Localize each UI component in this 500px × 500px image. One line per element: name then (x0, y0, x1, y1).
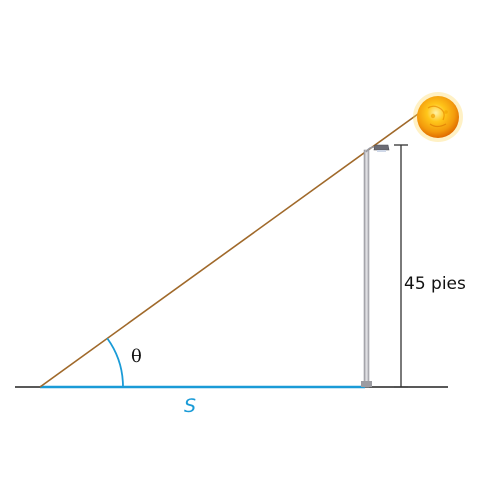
street-lamp-icon (361, 144, 390, 388)
shadow-label: S (184, 395, 196, 417)
sun-icon (413, 92, 463, 142)
angle-label: θ (131, 346, 142, 367)
height-dimension (394, 144, 408, 388)
sun-ray-line (39, 113, 419, 388)
angle-arc (106, 337, 124, 388)
height-label: 45 pies (404, 274, 466, 294)
